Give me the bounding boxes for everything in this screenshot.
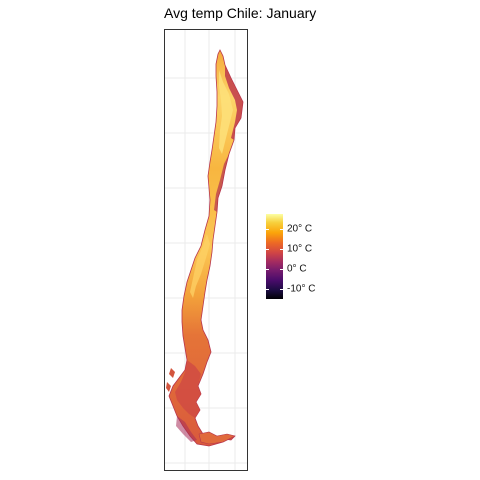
legend-label-10: 10° C <box>287 243 313 255</box>
patagonia <box>175 360 201 418</box>
color-legend: 20° C 10° C 0° C -10° C <box>266 214 346 304</box>
desert-interior <box>219 70 233 154</box>
chile-map <box>165 30 247 470</box>
tierra-del-fuego <box>198 431 236 445</box>
legend-label-0: 0° C <box>287 263 307 275</box>
map-title: Avg temp Chile: January <box>164 5 317 21</box>
andes-edge <box>214 154 229 212</box>
colorbar <box>266 214 283 299</box>
central-valley <box>190 234 210 298</box>
legend-label-minus10: -10° C <box>287 283 316 295</box>
patagonia <box>176 416 197 442</box>
andes-edge <box>225 65 243 140</box>
island <box>169 368 175 378</box>
map-panel <box>164 29 248 471</box>
island <box>166 382 171 392</box>
legend-label-20: 20° C <box>287 223 313 235</box>
